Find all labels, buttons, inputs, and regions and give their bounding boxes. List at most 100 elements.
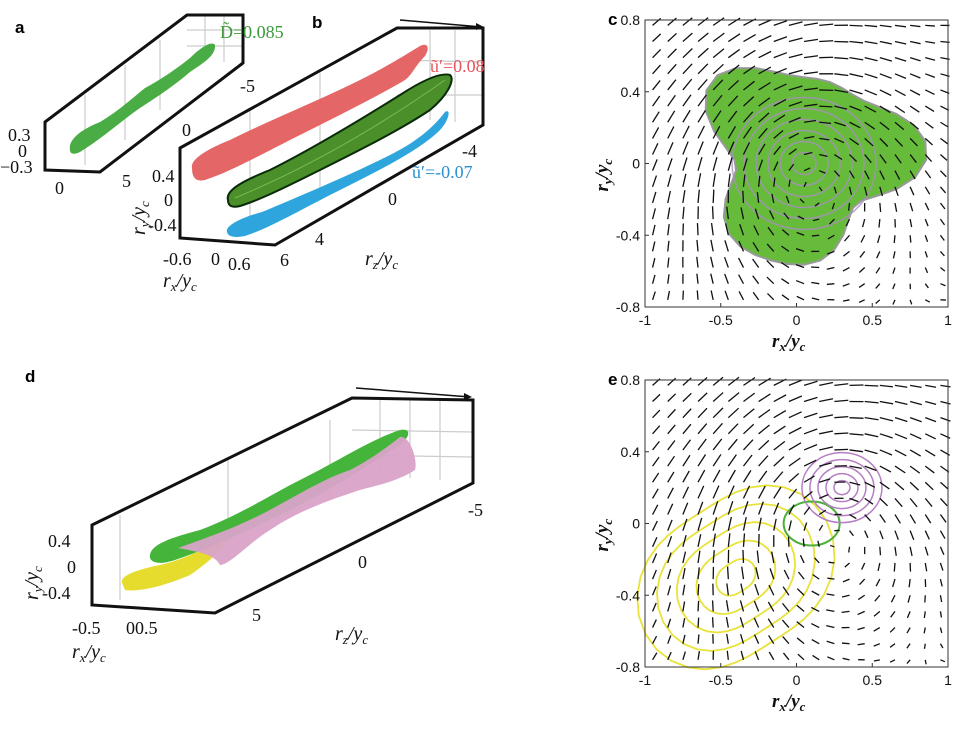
quiver-arrow [864, 186, 868, 196]
quiver-arrow [894, 546, 897, 556]
contour-line-purple [833, 479, 851, 496]
quiver-arrow [712, 407, 724, 419]
quiver-arrow [768, 635, 775, 645]
quiver-arrow [864, 433, 879, 438]
quiver-arrow [743, 423, 755, 435]
quiver-arrow [773, 83, 787, 91]
quiver-arrow [924, 89, 935, 95]
quiver-arrow [667, 455, 675, 467]
contour-line-purple [825, 472, 859, 503]
quiver-arrow [768, 651, 775, 661]
quiver-arrow [710, 222, 714, 236]
x-tick-label: -1 [639, 312, 652, 328]
quiver-arrow [849, 417, 864, 419]
rz-tick: 6 [280, 250, 289, 270]
quiver-arrow [651, 619, 657, 628]
quiver-arrow [799, 198, 805, 204]
quiver-arrow [802, 538, 805, 547]
ry-tick: −0.3 [0, 157, 33, 177]
quiver-arrow [939, 154, 948, 161]
quiver-arrow [667, 94, 676, 107]
quiver-arrow [682, 470, 690, 483]
quiver-arrow [712, 79, 724, 91]
quiver-arrow [667, 240, 670, 252]
quiver-arrow [849, 89, 863, 95]
quiver-arrow [859, 250, 866, 258]
quiver-arrow [667, 519, 673, 531]
quiver-arrow [796, 588, 805, 596]
quiver-arrow [894, 514, 901, 524]
quiver-arrow [788, 69, 803, 75]
quiver-arrow [925, 24, 935, 27]
quiver-arrow [697, 617, 700, 628]
quiver-arrow [803, 459, 817, 467]
quiver-arrow [667, 602, 672, 612]
quiver-arrow [753, 634, 760, 644]
quiver-arrow [841, 610, 850, 613]
quiver-arrow [651, 602, 657, 612]
quiver-arrow [924, 267, 929, 274]
quiver-arrow [651, 175, 658, 188]
quiver-arrow [834, 383, 849, 387]
quiver-arrow [924, 433, 936, 440]
quiver-arrow [788, 163, 795, 172]
quiver-arrow [752, 258, 760, 268]
quiver-arrow [849, 121, 861, 129]
quiver-arrow [939, 562, 944, 571]
quiver-arrow [939, 578, 943, 587]
quiver-arrow [803, 428, 818, 435]
quiver-arrow [712, 533, 716, 547]
quiver-arrow [924, 235, 929, 243]
rx-axis-label: rx/yc [163, 270, 197, 294]
quiver-arrow [697, 517, 703, 531]
quiver-arrow [712, 550, 715, 564]
quiver-arrow [710, 290, 714, 300]
quiver-arrow [667, 408, 676, 419]
quiver-arrow [788, 116, 801, 123]
quiver-arrow [712, 125, 721, 139]
quiver-arrow [834, 448, 849, 451]
contour-line [791, 151, 817, 176]
quiver-arrow [767, 618, 775, 628]
quiver-arrow [697, 584, 700, 596]
quiver-arrow [819, 23, 834, 27]
quiver-arrow [727, 469, 736, 483]
quiver-arrow [769, 210, 775, 220]
quiver-arrow [803, 396, 818, 403]
quiver-arrow [742, 533, 746, 547]
quiver-arrow [712, 110, 722, 123]
quiver-arrow [667, 224, 670, 236]
quiver-arrow [879, 57, 893, 62]
quiver-arrow [697, 407, 708, 419]
quiver-arrow [826, 266, 835, 270]
quiver-arrow [758, 50, 772, 59]
quiver-arrow [879, 186, 884, 197]
quiver-arrow [712, 485, 720, 499]
quiver-arrow [727, 516, 732, 531]
quiver-arrow [894, 24, 907, 28]
quiver-arrow [923, 627, 926, 634]
x-tick-label: 0.5 [863, 672, 883, 688]
quiver-arrow [727, 33, 741, 43]
quiver-arrow [849, 513, 857, 520]
quiver-arrow [652, 64, 661, 75]
quiver-arrow [726, 650, 729, 660]
quiver-arrow [782, 652, 790, 661]
quiver-arrow [752, 241, 760, 252]
quiver-arrow [773, 52, 788, 59]
quiver-arrow [861, 562, 866, 570]
quiver-arrow [795, 279, 805, 285]
quiver-arrow [727, 95, 739, 107]
quiver-arrow [873, 659, 880, 662]
quiver-arrow [667, 651, 672, 661]
quiver-arrow [940, 417, 951, 422]
quiver-arrow [924, 170, 932, 179]
quiver-arrow [803, 55, 819, 59]
quiver-arrow [773, 518, 777, 531]
quiver-arrow [651, 553, 658, 564]
quiver-arrow [803, 412, 818, 419]
quiver-arrow [667, 552, 672, 564]
quiver-arrow [879, 546, 882, 556]
quiver-arrow [864, 465, 877, 472]
